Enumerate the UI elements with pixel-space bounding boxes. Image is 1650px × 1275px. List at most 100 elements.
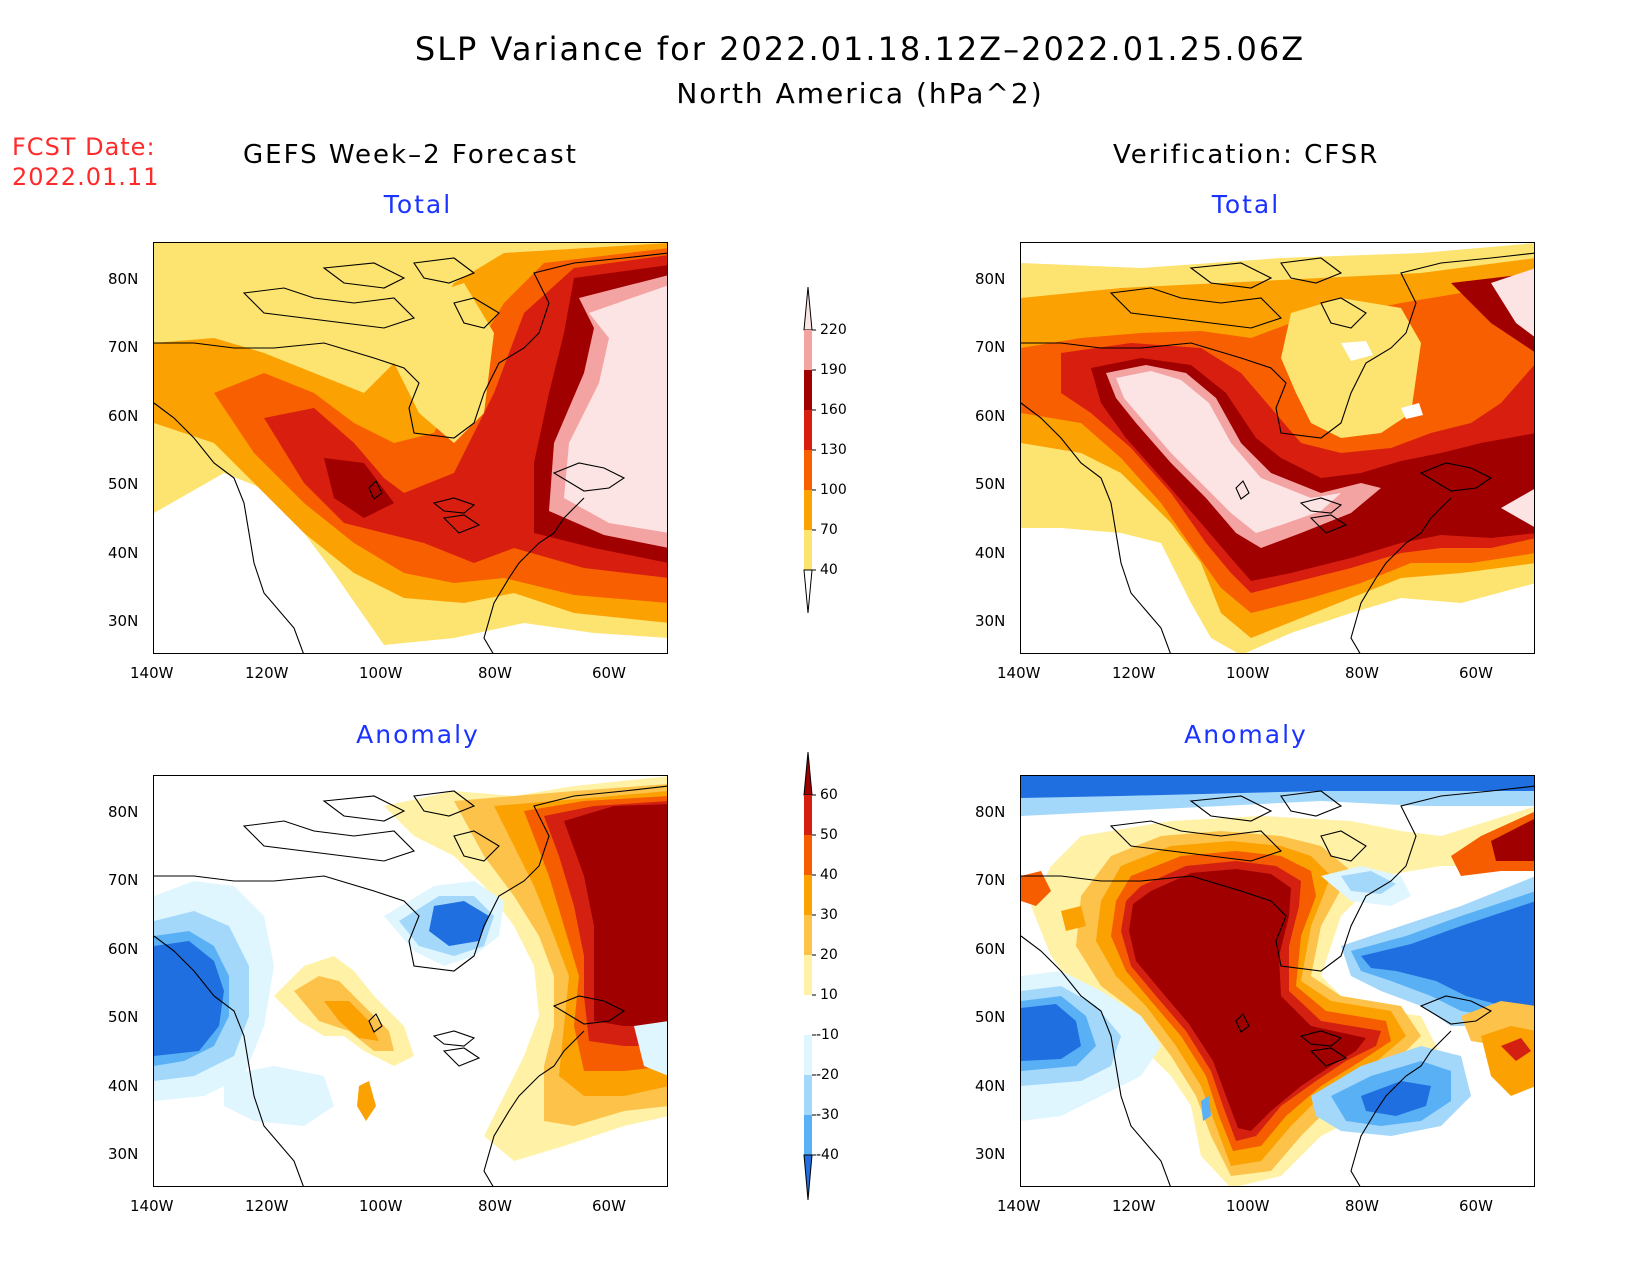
anomaly-colorbar-top-arrow	[803, 751, 813, 796]
lon-tick-100w: 100W	[1226, 664, 1270, 682]
lat-tick-80n: 80N	[975, 270, 1006, 288]
lat-tick-50n: 50N	[108, 475, 139, 493]
lat-tick-40n: 40N	[108, 1077, 139, 1095]
forecast-total-coastlines	[154, 252, 667, 653]
anomaly-colorbar-swatch	[804, 875, 812, 915]
forecast-anomaly-map	[153, 775, 668, 1187]
anomaly-colorbar-bottom-arrow	[803, 1154, 813, 1201]
total-colorbar-swatch	[804, 450, 812, 490]
lon-tick-60w: 60W	[592, 1197, 626, 1215]
lon-tick-140w: 140W	[130, 664, 174, 682]
lon-tick-120w: 120W	[1112, 1197, 1156, 1215]
lat-tick-50n: 50N	[975, 1008, 1006, 1026]
total-colorbar-label: 190	[820, 362, 847, 378]
fcst-date-value: 2022.01.11	[12, 163, 160, 191]
anomaly-colorbar-label: 20	[820, 947, 838, 963]
anomaly-colorbar-swatch	[804, 955, 812, 995]
total-colorbar-label: 220	[820, 322, 847, 338]
lat-tick-50n: 50N	[108, 1008, 139, 1026]
total-colorbar-label: 100	[820, 482, 847, 498]
lon-tick-60w: 60W	[592, 664, 626, 682]
forecast-anomaly-subtitle: Anomaly	[356, 720, 480, 749]
lon-tick-80w: 80W	[478, 664, 512, 682]
lon-tick-140w: 140W	[997, 1197, 1041, 1215]
anomaly-colorbar-swatch	[804, 1115, 812, 1155]
total-colorbar-label: 70	[820, 522, 838, 538]
anomaly-colorbar-label: -20	[816, 1067, 839, 1083]
lon-tick-100w: 100W	[359, 664, 403, 682]
forecast-total-field	[154, 243, 667, 653]
total-colorbar-label: 40	[820, 562, 838, 578]
anomaly-colorbar-label: -10	[816, 1027, 839, 1043]
lon-tick-100w: 100W	[1226, 1197, 1270, 1215]
anomaly-colorbar-swatch	[804, 795, 812, 835]
lat-tick-60n: 60N	[108, 407, 139, 425]
total-colorbar-swatch	[804, 410, 812, 450]
total-colorbar-swatch	[804, 490, 812, 530]
anomaly-colorbar-swatch	[804, 915, 812, 955]
lat-tick-30n: 30N	[108, 1145, 139, 1163]
lat-tick-70n: 70N	[108, 338, 139, 356]
lat-tick-60n: 60N	[108, 940, 139, 958]
verification-anomaly-coastlines	[1021, 785, 1534, 1186]
total-colorbar-swatch	[804, 330, 812, 370]
fcst-date-label: FCST Date:	[12, 133, 156, 161]
anomaly-colorbar-label: 60	[820, 787, 838, 803]
total-colorbar-label: 130	[820, 442, 847, 458]
lat-tick-80n: 80N	[108, 803, 139, 821]
lon-tick-100w: 100W	[359, 1197, 403, 1215]
lat-tick-80n: 80N	[975, 803, 1006, 821]
lat-tick-70n: 70N	[975, 871, 1006, 889]
lon-tick-120w: 120W	[245, 664, 289, 682]
lat-tick-60n: 60N	[975, 940, 1006, 958]
lat-tick-40n: 40N	[975, 544, 1006, 562]
verification-total-coastlines	[1021, 252, 1534, 653]
verification-anomaly-field	[1021, 776, 1534, 1186]
total-colorbar-label: 160	[820, 402, 847, 418]
forecast-anomaly-field	[154, 776, 667, 1186]
anomaly-colorbar-swatch	[804, 995, 812, 1035]
figure-title-line2: North America (hPa^2)	[676, 77, 1044, 110]
lat-tick-40n: 40N	[108, 544, 139, 562]
lon-tick-60w: 60W	[1459, 664, 1493, 682]
anomaly-colorbar-swatch	[804, 1035, 812, 1075]
figure-title-line1: SLP Variance for 2022.01.18.12Z–2022.01.…	[414, 30, 1306, 68]
total-colorbar-swatch	[804, 370, 812, 410]
lat-tick-30n: 30N	[108, 612, 139, 630]
anomaly-colorbar-label: 10	[820, 987, 838, 1003]
lat-tick-50n: 50N	[975, 475, 1006, 493]
anomaly-colorbar-label: 50	[820, 827, 838, 843]
lat-tick-60n: 60N	[975, 407, 1006, 425]
anomaly-colorbar-label: -30	[816, 1107, 839, 1123]
lon-tick-80w: 80W	[1345, 1197, 1379, 1215]
lon-tick-80w: 80W	[1345, 664, 1379, 682]
anomaly-colorbar-swatch	[804, 1075, 812, 1115]
lat-tick-30n: 30N	[975, 612, 1006, 630]
forecast-anomaly-coastlines	[154, 785, 667, 1186]
anomaly-colorbar-swatch	[804, 835, 812, 875]
total-colorbar-swatch	[804, 530, 812, 570]
lon-tick-120w: 120W	[245, 1197, 289, 1215]
lat-tick-80n: 80N	[108, 270, 139, 288]
lon-tick-140w: 140W	[997, 664, 1041, 682]
lon-tick-60w: 60W	[1459, 1197, 1493, 1215]
lat-tick-40n: 40N	[975, 1077, 1006, 1095]
anomaly-colorbar	[803, 751, 816, 1201]
left-panel-header: GEFS Week–2 Forecast	[243, 140, 578, 170]
verification-total-subtitle: Total	[1211, 190, 1281, 219]
anomaly-colorbar-label: 30	[820, 907, 838, 923]
verification-total-field	[1021, 243, 1534, 653]
lon-tick-120w: 120W	[1112, 664, 1156, 682]
right-panel-header: Verification: CFSR	[1113, 140, 1380, 170]
lat-tick-70n: 70N	[108, 871, 139, 889]
anomaly-colorbar-label: -40	[816, 1147, 839, 1163]
verification-anomaly-map	[1020, 775, 1535, 1187]
verification-total-map	[1020, 242, 1535, 654]
lon-tick-140w: 140W	[130, 1197, 174, 1215]
lat-tick-70n: 70N	[975, 338, 1006, 356]
verification-anomaly-subtitle: Anomaly	[1184, 720, 1308, 749]
total-colorbar	[803, 286, 816, 614]
total-colorbar-top-arrow	[803, 286, 813, 331]
forecast-total-subtitle: Total	[383, 190, 453, 219]
total-colorbar-bottom-arrow	[803, 569, 813, 614]
